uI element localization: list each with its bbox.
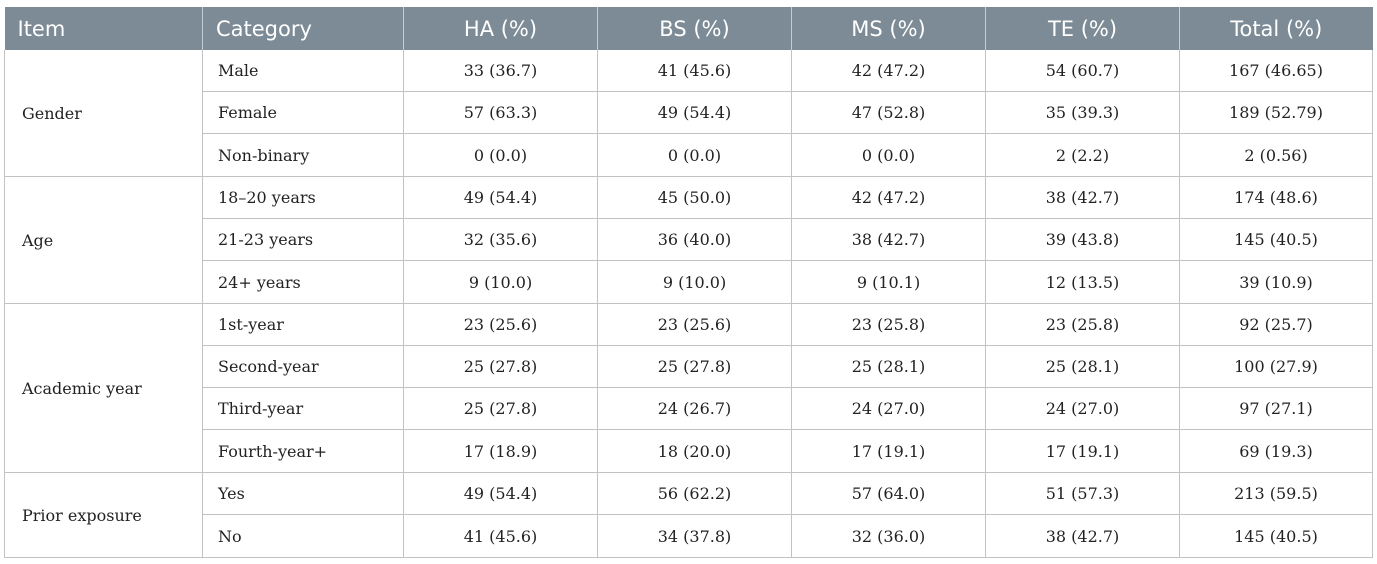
value-cell: 145 (40.5) xyxy=(1179,218,1373,261)
value-cell: 17 (19.1) xyxy=(791,429,986,473)
value-cell: 0 (0.0) xyxy=(597,133,792,177)
value-cell: 24 (27.0) xyxy=(791,387,986,430)
value-cell: 41 (45.6) xyxy=(403,514,598,558)
value-cell: 25 (27.8) xyxy=(403,387,598,430)
item-cell: Prior exposure xyxy=(4,472,203,558)
value-cell: 57 (63.3) xyxy=(403,91,598,134)
value-cell: 25 (28.1) xyxy=(791,345,986,388)
value-cell: 51 (57.3) xyxy=(985,472,1180,515)
value-cell: 47 (52.8) xyxy=(791,91,986,134)
value-cell: 213 (59.5) xyxy=(1179,472,1373,515)
value-cell: 25 (27.8) xyxy=(597,345,792,388)
value-cell: 38 (42.7) xyxy=(985,514,1180,558)
header-bs: BS (%) xyxy=(597,7,792,50)
value-cell: 189 (52.79) xyxy=(1179,91,1373,134)
value-cell: 54 (60.7) xyxy=(985,50,1180,92)
table-row: Gender Male 33 (36.7) 41 (45.6) 42 (47.2) 54 … xyxy=(4,50,1373,177)
value-cell: 39 (10.9) xyxy=(1179,260,1373,304)
value-cell: 23 (25.8) xyxy=(791,303,986,346)
value-cell: 100 (27.9) xyxy=(1179,345,1373,388)
value-cell: 33 (36.7) xyxy=(403,50,598,92)
value-cell: 92 (25.7) xyxy=(1179,303,1373,346)
item-cell: Academic year xyxy=(4,303,203,473)
value-cell: 2 (2.2) xyxy=(985,133,1180,177)
value-cell: 25 (27.8) xyxy=(403,345,598,388)
category-cell: Third-year xyxy=(202,387,404,430)
table-row: Female 57 (63.3) 49 (54.4) 47 (52.8) 35 (39.… xyxy=(5,91,1373,134)
value-cell: 41 (45.6) xyxy=(597,50,792,92)
table-body: Gender Male 33 (36.7) 41 (45.6) 42 (47.2) 54 … xyxy=(4,50,1373,558)
table-row: Age 18–20 years 49 (54.4) 45 (50.0) 42 (47.2… xyxy=(4,176,1373,304)
category-cell: Fourth-year+ xyxy=(202,429,404,473)
table-row: Second-year 25 (27.8) 25 (27.8) 25 (28.1) 25… xyxy=(5,345,1373,388)
table-header: Item Category HA (%) BS (%) MS (%) TE (%… xyxy=(4,7,1373,50)
category-cell: Male xyxy=(202,50,404,92)
item-cell: Age xyxy=(4,176,203,304)
value-cell: 9 (10.0) xyxy=(597,260,792,304)
header-te: TE (%) xyxy=(985,7,1180,50)
value-cell: 24 (27.0) xyxy=(985,387,1180,430)
category-cell: 21-23 years xyxy=(202,218,404,261)
value-cell: 49 (54.4) xyxy=(403,472,598,515)
table-row: No 41 (45.6) 34 (37.8) 32 (36.0) 38 (42.7) 14… xyxy=(5,514,1373,558)
value-cell: 9 (10.0) xyxy=(403,260,598,304)
value-cell: 24 (26.7) xyxy=(597,387,792,430)
value-cell: 42 (47.2) xyxy=(791,50,986,92)
category-cell: Female xyxy=(202,91,404,134)
value-cell: 9 (10.1) xyxy=(791,260,986,304)
header-item: Item xyxy=(4,7,203,50)
category-cell: Yes xyxy=(202,472,404,515)
table-row: 24+ years 9 (10.0) 9 (10.0) 9 (10.1) 12 (13.… xyxy=(5,260,1373,304)
value-cell: 69 (19.3) xyxy=(1179,429,1373,473)
value-cell: 34 (37.8) xyxy=(597,514,792,558)
value-cell: 0 (0.0) xyxy=(403,133,598,177)
category-cell: 24+ years xyxy=(202,260,404,304)
value-cell: 18 (20.0) xyxy=(597,429,792,473)
value-cell: 35 (39.3) xyxy=(985,91,1180,134)
table-row: Third-year 25 (27.8) 24 (26.7) 24 (27.0) 24 … xyxy=(5,387,1373,430)
value-cell: 38 (42.7) xyxy=(791,218,986,261)
value-cell: 57 (64.0) xyxy=(791,472,986,515)
value-cell: 49 (54.4) xyxy=(403,176,598,219)
value-cell: 12 (13.5) xyxy=(985,260,1180,304)
value-cell: 42 (47.2) xyxy=(791,176,986,219)
value-cell: 23 (25.8) xyxy=(985,303,1180,346)
table-row: 21-23 years 32 (35.6) 36 (40.0) 38 (42.7) 39… xyxy=(5,218,1373,261)
table-row: Fourth-year+ 17 (18.9) 18 (20.0) 17 (19.1) 1… xyxy=(5,429,1373,473)
value-cell: 25 (28.1) xyxy=(985,345,1180,388)
value-cell: 45 (50.0) xyxy=(597,176,792,219)
table-row: Prior exposure Yes 49 (54.4) 56 (62.2) 57 (6… xyxy=(4,472,1373,558)
value-cell: 17 (18.9) xyxy=(403,429,598,473)
header-ha: HA (%) xyxy=(403,7,598,50)
value-cell: 23 (25.6) xyxy=(597,303,792,346)
category-cell: Second-year xyxy=(202,345,404,388)
category-cell: 1st-year xyxy=(202,303,404,346)
value-cell: 38 (42.7) xyxy=(985,176,1180,219)
value-cell: 56 (62.2) xyxy=(597,472,792,515)
table-row: Non-binary 0 (0.0) 0 (0.0) 0 (0.0) 2 (2.2) 2 … xyxy=(5,133,1373,177)
value-cell: 32 (35.6) xyxy=(403,218,598,261)
value-cell: 0 (0.0) xyxy=(791,133,986,177)
value-cell: 23 (25.6) xyxy=(403,303,598,346)
demographics-table: Item Category HA (%) BS (%) MS (%) TE (%… xyxy=(4,7,1373,558)
value-cell: 49 (54.4) xyxy=(597,91,792,134)
value-cell: 39 (43.8) xyxy=(985,218,1180,261)
category-cell: 18–20 years xyxy=(202,176,404,219)
value-cell: 2 (0.56) xyxy=(1179,133,1373,177)
category-cell: Non-binary xyxy=(202,133,404,177)
value-cell: 36 (40.0) xyxy=(597,218,792,261)
value-cell: 145 (40.5) xyxy=(1179,514,1373,558)
value-cell: 17 (19.1) xyxy=(985,429,1180,473)
header-total: Total (%) xyxy=(1179,7,1373,50)
value-cell: 32 (36.0) xyxy=(791,514,986,558)
value-cell: 97 (27.1) xyxy=(1179,387,1373,430)
header-ms: MS (%) xyxy=(791,7,986,50)
category-cell: No xyxy=(202,514,404,558)
value-cell: 174 (48.6) xyxy=(1179,176,1373,219)
item-cell: Gender xyxy=(4,50,203,177)
value-cell: 167 (46.65) xyxy=(1179,50,1373,92)
header-category: Category xyxy=(202,7,404,50)
header-row: Item Category HA (%) BS (%) MS (%) TE (%… xyxy=(4,7,1373,50)
table-row: Academic year 1st-year 23 (25.6) 23 (25.6) 2… xyxy=(4,303,1373,473)
